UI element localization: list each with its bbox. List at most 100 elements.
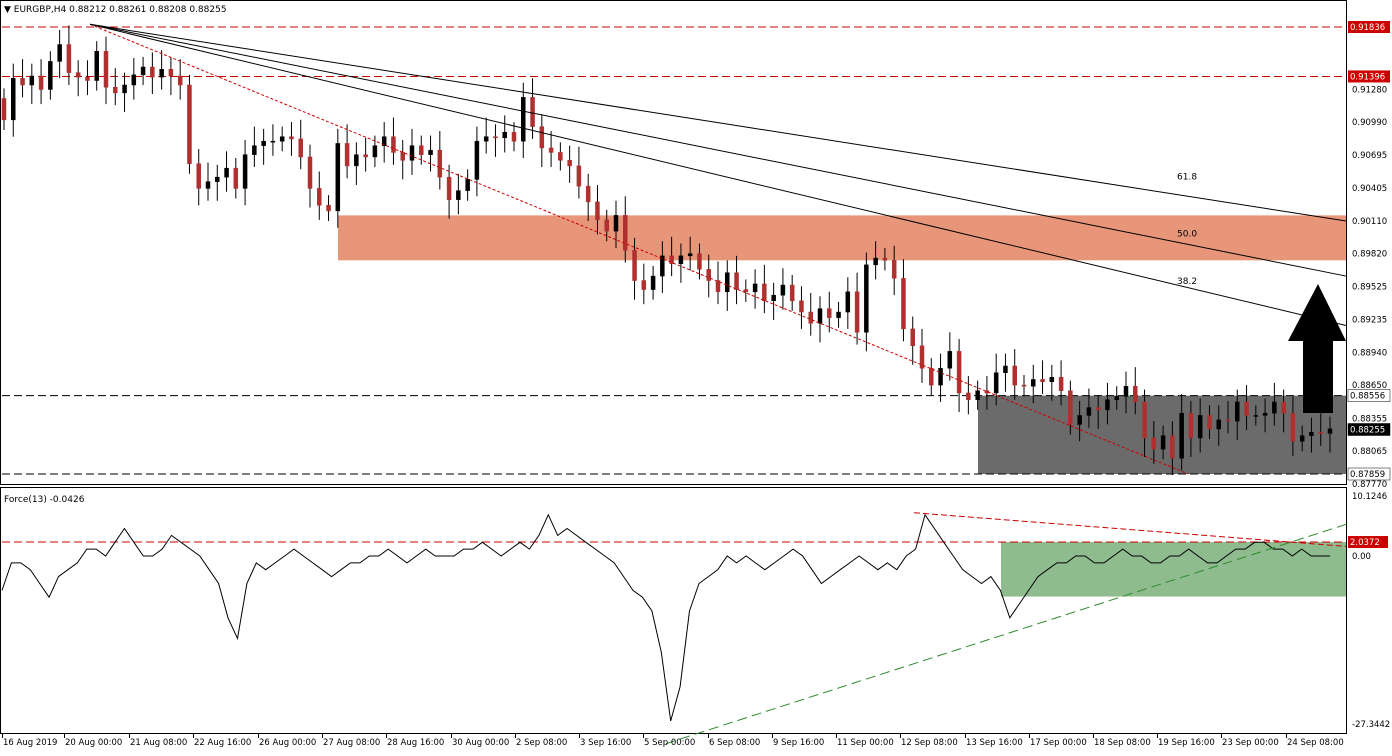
bull-candle [270,140,276,143]
bull-candle [938,367,943,386]
bear-candle [437,149,443,178]
bear-candle [604,219,609,232]
bull-candle [1309,432,1314,436]
bull-candle [1327,428,1333,434]
bull-candle [1235,401,1240,422]
bear-candle [669,255,674,264]
bear-candle [1207,415,1212,430]
bull-candle [660,255,665,277]
price-axis-label: 0.88940 [1352,348,1387,358]
bear-candle [326,205,331,212]
bull-candle [947,351,953,369]
x-axis-label: 23 Sep 00:00 [1222,738,1279,748]
bear-candle [789,284,795,302]
x-axis-label: 28 Aug 16:00 [387,738,444,748]
resistance-zone [338,215,1346,261]
symbol-header: ▼ EURGBP,H4 0.88212 0.88261 0.88208 0.88… [4,5,227,15]
bull-candle [474,140,480,180]
price-tag [1348,21,1390,33]
bear-candle [548,147,554,153]
bear-candle [1021,384,1027,387]
bull-candle [1179,412,1184,459]
bear-candle [1170,435,1175,459]
bear-candle [1188,412,1194,439]
force-pane-frame [0,487,1347,734]
bear-candle [103,51,109,88]
bull-candle [725,272,730,293]
price-axis-label: 0.90695 [1352,151,1387,161]
bull-candle [1049,376,1055,382]
x-axis-label: 9 Sep 16:00 [773,738,824,748]
x-axis-label: 6 Sep 08:00 [709,738,760,748]
bear-candle [808,311,813,324]
price-axis-label: 0.88355 [1352,414,1387,424]
bull-candle [678,255,684,264]
price-axis-label: 0.89820 [1352,250,1387,260]
force-level-tag-label: 2.0372 [1350,538,1380,548]
price-axis-label: 0.89235 [1352,315,1387,325]
bear-candle [419,145,424,155]
bear-candle [85,76,90,81]
bull-candle [224,167,229,178]
bull-candle [261,140,266,146]
bull-candle [752,283,758,293]
bear-candle [187,84,192,164]
force-red-trendline [913,512,1347,547]
bear-candle [168,69,174,77]
bear-candle [66,44,72,73]
bull-candle [1216,419,1221,430]
price-tag [1347,423,1391,436]
bull-candle [29,75,35,86]
bull-candle [1105,399,1110,411]
bear-candle [1012,365,1017,386]
bear-candle [734,272,739,290]
bull-candle [215,176,220,182]
price-tag-label: 0.91836 [1350,23,1385,33]
price-tag-label: 0.87859 [1350,470,1385,480]
bear-candle [530,97,535,127]
bear-candle [511,131,517,142]
bear-candle [882,257,888,261]
fib-fan-line [89,23,1347,327]
force-green-zone [1001,542,1346,597]
x-axis-label: 19 Sep 16:00 [1158,738,1215,748]
x-axis-label: 22 Aug 16:00 [194,738,251,748]
x-axis-label: 18 Sep 08:00 [1094,738,1151,748]
bear-candle [956,351,962,394]
indicator-header: Force(13) -0.0426 [4,495,85,505]
price-axis-label: 0.90405 [1352,184,1387,194]
bull-candle [613,215,619,232]
bull-candle [279,136,285,142]
bull-candle [48,61,53,90]
x-axis-label: 16 Aug 2019 [3,738,57,748]
bear-candle [1095,407,1101,411]
bull-candle [465,179,470,191]
bear-candle [307,156,313,189]
bull-candle [159,69,164,78]
fib-fan-label: 50.0 [1177,230,1197,240]
bear-candle [298,138,303,158]
bear-candle [400,152,405,161]
bear-candle [966,392,971,400]
bear-candle [446,176,452,200]
bull-candle [1086,407,1092,416]
bull-candle [372,145,378,158]
bull-candle [836,311,841,318]
bear-candle [493,136,498,139]
bear-candle [623,215,628,251]
fib-fan-label: 38.2 [1177,277,1197,287]
bear-candle [1225,419,1231,422]
bear-candle [75,72,81,78]
bull-candle [1160,435,1166,450]
x-axis-label: 26 Aug 00:00 [259,738,316,748]
price-tag [1347,467,1391,481]
bear-candle [539,126,545,149]
bear-candle [576,165,582,187]
bear-candle [762,283,767,302]
bear-candle [632,249,637,281]
bull-candle [252,145,257,155]
price-axis-label: 0.90110 [1352,217,1387,227]
bull-candle [11,78,16,121]
